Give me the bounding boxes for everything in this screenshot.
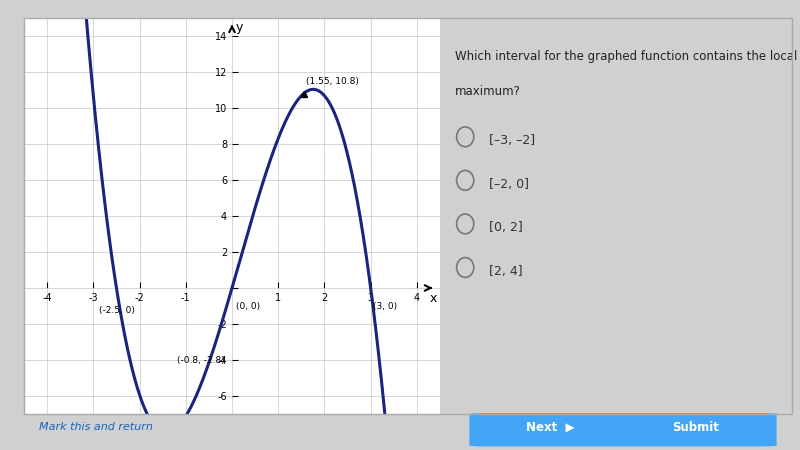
Text: [–3, –2]: [–3, –2] — [490, 134, 535, 147]
Text: (-0.8, -2.8): (-0.8, -2.8) — [177, 356, 224, 365]
Text: Mark this and return: Mark this and return — [39, 423, 154, 432]
Text: Submit: Submit — [673, 421, 719, 434]
Text: (1.55, 10.8): (1.55, 10.8) — [306, 77, 359, 86]
Text: Which interval for the graphed function contains the local: Which interval for the graphed function … — [455, 50, 798, 63]
Text: [0, 2]: [0, 2] — [490, 221, 523, 234]
Text: x: x — [430, 292, 437, 305]
Text: [–2, 0]: [–2, 0] — [490, 178, 530, 191]
Text: Next  ▶: Next ▶ — [526, 421, 574, 434]
Text: (-2.5, 0): (-2.5, 0) — [98, 306, 134, 315]
FancyBboxPatch shape — [615, 413, 777, 446]
Text: [2, 4]: [2, 4] — [490, 265, 523, 278]
Text: y: y — [235, 21, 242, 33]
Text: (3, 0): (3, 0) — [373, 302, 397, 311]
FancyBboxPatch shape — [470, 413, 630, 446]
Text: maximum?: maximum? — [455, 86, 521, 98]
Text: (0, 0): (0, 0) — [236, 302, 260, 311]
